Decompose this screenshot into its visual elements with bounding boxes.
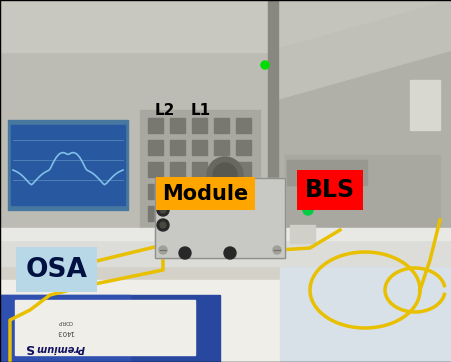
Bar (147, 118, 163, 133)
Bar (235, 162, 250, 177)
Text: Module: Module (162, 184, 248, 204)
Bar (147, 140, 163, 155)
Bar (0, 0, 451, 165)
Bar (147, 184, 163, 199)
Circle shape (302, 180, 312, 190)
Text: CORP: CORP (57, 320, 72, 324)
Polygon shape (274, 0, 451, 100)
Bar (409, 80, 439, 130)
Circle shape (179, 247, 191, 259)
Bar (0, 0, 269, 52)
Text: Premium: Premium (36, 343, 84, 353)
Bar (0, 228, 451, 240)
Bar (170, 140, 184, 155)
Bar (0, 238, 451, 266)
Bar (192, 184, 207, 199)
Circle shape (156, 189, 169, 201)
Bar (15, 300, 194, 355)
Bar (274, 50, 451, 265)
Bar (147, 206, 163, 221)
Bar (147, 162, 163, 177)
Bar (235, 206, 250, 221)
Bar (0, 295, 130, 362)
Circle shape (159, 246, 166, 254)
Text: 1403: 1403 (56, 329, 74, 335)
Bar (267, 0, 277, 265)
Circle shape (160, 207, 166, 213)
Bar (0, 280, 279, 362)
Circle shape (224, 247, 235, 259)
Text: S: S (25, 341, 34, 354)
Bar (213, 118, 229, 133)
Bar (192, 118, 207, 133)
Circle shape (272, 246, 281, 254)
Bar (213, 206, 229, 221)
Circle shape (156, 204, 169, 216)
Bar (285, 155, 439, 265)
Bar (235, 140, 250, 155)
Bar (170, 162, 184, 177)
Bar (0, 50, 269, 250)
Text: L2: L2 (154, 103, 175, 118)
Bar (192, 206, 207, 221)
Bar (235, 184, 250, 199)
Bar (170, 206, 184, 221)
Bar (170, 118, 184, 133)
Text: L1: L1 (191, 103, 211, 118)
Bar (235, 118, 250, 133)
Bar (213, 184, 229, 199)
Bar (8, 120, 128, 210)
Circle shape (302, 205, 312, 215)
Bar (213, 162, 229, 177)
Bar (170, 184, 184, 199)
Bar (11, 125, 125, 205)
Bar (155, 178, 285, 258)
Bar (155, 178, 285, 258)
Bar (0, 295, 220, 362)
Text: OSA: OSA (26, 257, 87, 283)
Bar (279, 265, 451, 362)
Bar (213, 140, 229, 155)
Text: BLS: BLS (304, 178, 354, 202)
Circle shape (207, 157, 243, 193)
Bar (140, 110, 259, 240)
Bar (286, 160, 366, 185)
Bar (290, 225, 314, 243)
Bar (0, 265, 451, 362)
Bar (192, 162, 207, 177)
Circle shape (160, 222, 166, 228)
Bar (192, 140, 207, 155)
Circle shape (260, 61, 268, 69)
Circle shape (156, 219, 169, 231)
Bar (155, 230, 173, 255)
Circle shape (212, 163, 236, 187)
Circle shape (160, 192, 166, 198)
